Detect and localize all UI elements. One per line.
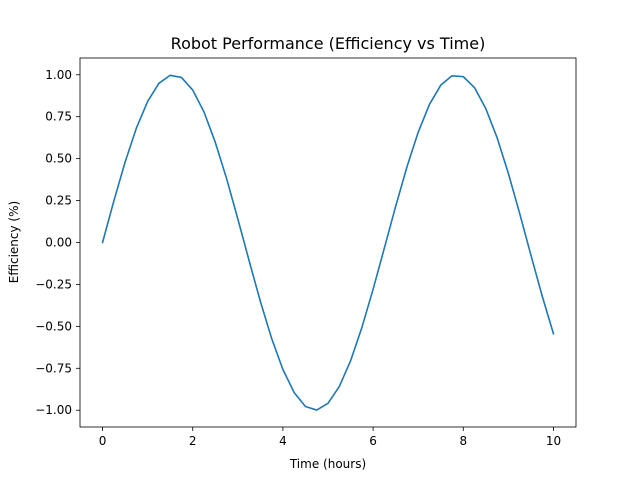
y-axis-label: Efficiency (%) [7,201,21,283]
x-axis: 0 2 4 6 8 10 [99,427,561,448]
y-tick-label: −0.25 [35,277,72,291]
y-tick-label: 0.50 [45,152,72,166]
x-tick-label: 8 [459,434,467,448]
y-tick-label: 0.75 [45,110,72,124]
y-tick-label: 0.25 [45,194,72,208]
y-axis: −1.00 −0.75 −0.50 −0.25 0.00 0.25 0.50 0.75 1.00 [35,68,80,417]
y-tick-label: 1.00 [45,68,72,82]
x-tick-label: 6 [369,434,377,448]
series-line-0 [101,74,555,411]
x-axis-label: Time (hours) [289,457,366,471]
chart-title: Robot Performance (Efficiency vs Time) [171,34,486,53]
x-tick-label: 10 [546,434,561,448]
y-tick-label: 0.00 [45,236,72,250]
x-tick-label: 2 [189,434,197,448]
y-tick-label: −0.75 [35,361,72,375]
x-tick-label: 4 [279,434,287,448]
x-tick-label: 0 [99,434,107,448]
y-tick-label: −0.50 [35,319,72,333]
series-layer [101,74,555,411]
y-tick-label: −1.00 [35,403,72,417]
